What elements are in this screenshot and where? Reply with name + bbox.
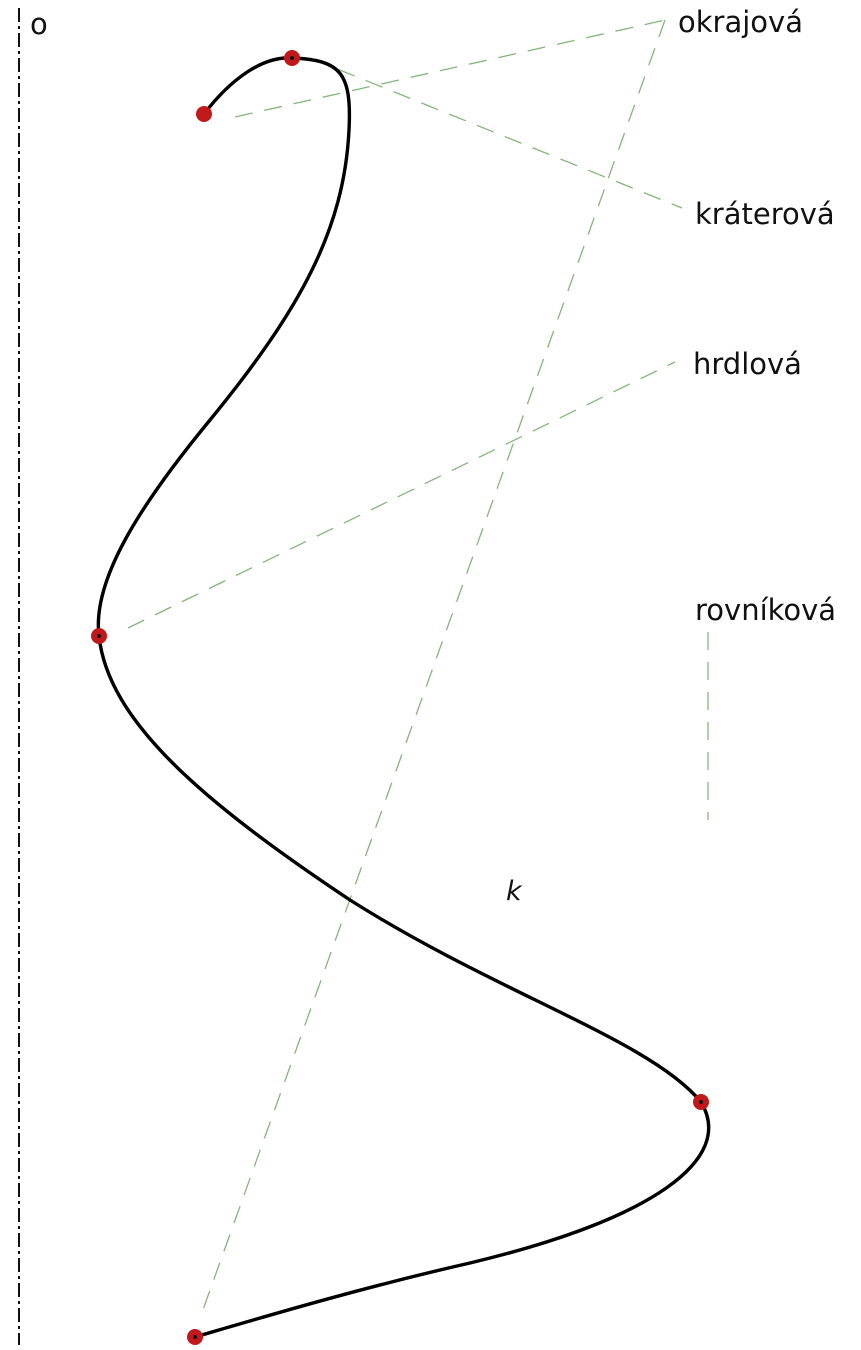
profile-curve <box>96 56 711 1339</box>
label-okrajova: okrajová <box>678 5 803 39</box>
point-krater <box>284 50 300 66</box>
point-okraj <box>196 106 212 122</box>
point-dno <box>187 1329 203 1345</box>
point-hrdlo <box>91 628 107 644</box>
label-kraterova: kráterová <box>695 197 835 231</box>
curve-label: k <box>506 876 523 907</box>
axis-label: o <box>30 7 48 41</box>
leader-okrajova-axis <box>199 19 666 1319</box>
label-hrdlova: hrdlová <box>693 347 802 381</box>
leader-hrdlova <box>127 361 676 629</box>
label-rovnikova: rovníková <box>695 593 836 627</box>
leader-kraterova <box>309 57 683 209</box>
point-rovnik <box>693 1094 709 1110</box>
leader-okrajova-rim <box>234 19 666 118</box>
